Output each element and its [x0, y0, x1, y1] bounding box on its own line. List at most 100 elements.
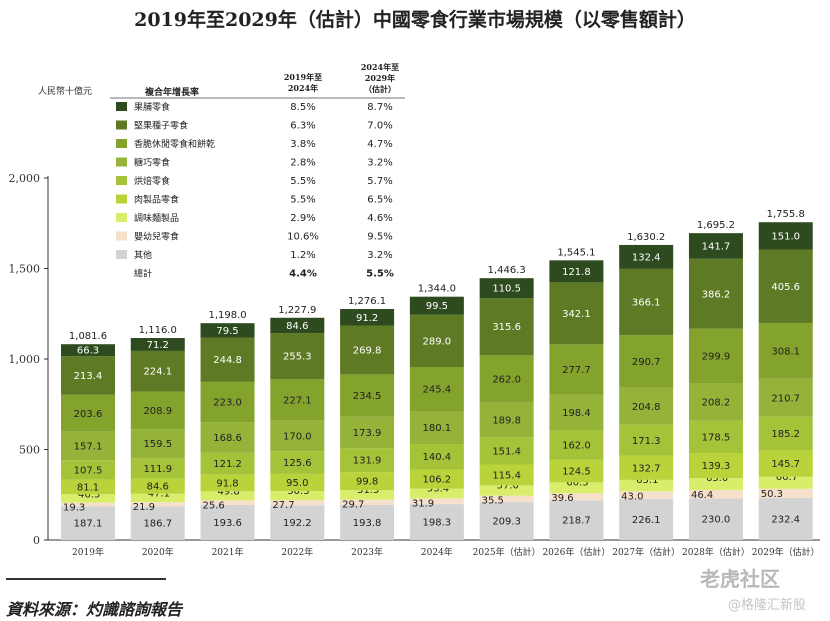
- bar-segment: [61, 506, 115, 540]
- cagr-value-2024-2029: 5.7%: [367, 176, 392, 187]
- data-label: 50.3: [287, 486, 309, 497]
- bar-segment: [200, 500, 255, 505]
- bar-segment: [270, 491, 325, 501]
- y-tick-label: 0: [33, 534, 40, 547]
- data-label: 66.7: [776, 472, 798, 483]
- bar-segment: [619, 479, 674, 492]
- legend-swatch: [116, 250, 127, 259]
- bar-segment: [409, 469, 464, 489]
- bar-segment: [340, 448, 395, 473]
- total-label: 1,116.0: [139, 325, 177, 336]
- cagr-value-2019-2024: 5.5%: [290, 176, 315, 187]
- bar-segment: [479, 278, 534, 299]
- data-label: 157.1: [74, 441, 103, 452]
- bar-segment: [619, 335, 674, 388]
- data-label: 25.6: [203, 500, 225, 511]
- bar-segment: [688, 498, 743, 540]
- data-label: 204.8: [632, 402, 661, 413]
- data-label: 232.4: [771, 514, 800, 525]
- data-label: 218.7: [562, 516, 591, 527]
- cagr-col2-header-line: （估計）: [364, 84, 396, 94]
- data-label: 226.1: [632, 515, 661, 526]
- legend-label: 香脆休閒零食和餅乾: [134, 138, 215, 150]
- data-label: 125.6: [283, 458, 312, 469]
- cagr-value-2024-2029: 3.2%: [367, 158, 392, 169]
- data-label: 173.9: [353, 428, 382, 439]
- legend-swatch: [116, 139, 127, 148]
- data-label: 187.1: [74, 519, 103, 530]
- data-label: 91.8: [216, 479, 238, 490]
- bar-segment: [130, 338, 185, 351]
- cagr-value-2019-2024: 8.5%: [290, 102, 315, 113]
- bar-segment: [409, 498, 464, 505]
- data-label: 111.9: [143, 464, 172, 475]
- bar-segment: [61, 356, 115, 395]
- data-label: 121.2: [213, 459, 242, 470]
- data-label: 203.6: [74, 409, 103, 420]
- bar-segment: [130, 350, 185, 392]
- total-label: 1,630.2: [627, 232, 665, 243]
- cagr-value-2019-2024: 10.6%: [287, 232, 319, 243]
- bar-segment: [270, 451, 325, 474]
- data-label: 132.4: [632, 252, 661, 263]
- bar-segment: [200, 452, 255, 475]
- bar-segment: [61, 344, 115, 357]
- data-label: 29.7: [342, 500, 364, 511]
- bar-segment: [758, 222, 813, 250]
- data-label: 230.0: [702, 515, 731, 526]
- data-label: 178.5: [702, 432, 731, 443]
- bar-segment: [61, 502, 115, 507]
- bar-segment: [340, 499, 395, 505]
- bar-segment: [200, 491, 255, 501]
- data-label: 227.1: [283, 395, 312, 406]
- legend-label: 總計: [134, 268, 152, 280]
- data-label: 51.5: [357, 485, 379, 496]
- data-label: 47.1: [148, 489, 170, 500]
- legend-label: 果脯零食: [134, 101, 170, 113]
- data-label: 315.6: [492, 322, 521, 333]
- bar-segment: [61, 431, 115, 461]
- bar-segment: [549, 344, 604, 395]
- data-label: 106.2: [423, 475, 452, 486]
- cagr-value-2024-2029: 6.5%: [367, 195, 392, 206]
- data-label: 244.8: [213, 355, 242, 366]
- bar-segment: [619, 244, 674, 269]
- bar-segment: [270, 500, 325, 506]
- data-label: 65.0: [706, 473, 728, 484]
- data-label: 99.8: [356, 477, 378, 488]
- x-tick-label: 2025年（估計）: [473, 546, 541, 558]
- y-tick-label: 1,000: [9, 353, 41, 366]
- bar-segment: [130, 493, 185, 503]
- data-label: 131.9: [353, 456, 382, 467]
- data-label: 308.1: [771, 346, 800, 357]
- source-divider: [6, 578, 166, 580]
- x-tick-label: 2026年（估計）: [542, 546, 610, 558]
- data-label: 170.0: [283, 431, 312, 442]
- data-label: 213.4: [74, 371, 103, 382]
- bar-segment: [688, 258, 743, 329]
- cagr-value-2019-2024: 2.8%: [290, 158, 315, 169]
- data-label: 53.4: [427, 484, 449, 495]
- cagr-col2-header-line: 2029年: [365, 73, 395, 83]
- x-tick-label: 2021年: [212, 546, 244, 558]
- data-label: 224.1: [143, 367, 172, 378]
- chart-title: 2019年至2029年（估計）中國零食行業市場規模（以零售額計）: [134, 8, 696, 31]
- bar-segment: [549, 500, 604, 540]
- legend-label: 肉製品零食: [134, 194, 179, 206]
- data-label: 66.3: [77, 346, 99, 357]
- x-tick-label: 2023年: [351, 546, 383, 558]
- cagr-value-2024-2029: 4.6%: [367, 213, 392, 224]
- bar-segment: [688, 478, 743, 490]
- data-label: 185.2: [771, 429, 800, 440]
- total-label: 1,227.9: [278, 305, 316, 316]
- bar-segment: [758, 249, 813, 323]
- data-label: 208.9: [143, 406, 172, 417]
- data-label: 189.8: [492, 415, 521, 426]
- data-label: 141.7: [702, 241, 731, 252]
- bar-segment: [479, 495, 534, 503]
- cagr-value-2024-2029: 3.2%: [367, 250, 392, 261]
- data-label: 145.7: [771, 459, 800, 470]
- bar-segment: [340, 374, 395, 417]
- bar-segment: [200, 422, 255, 453]
- data-label: 209.3: [492, 517, 521, 528]
